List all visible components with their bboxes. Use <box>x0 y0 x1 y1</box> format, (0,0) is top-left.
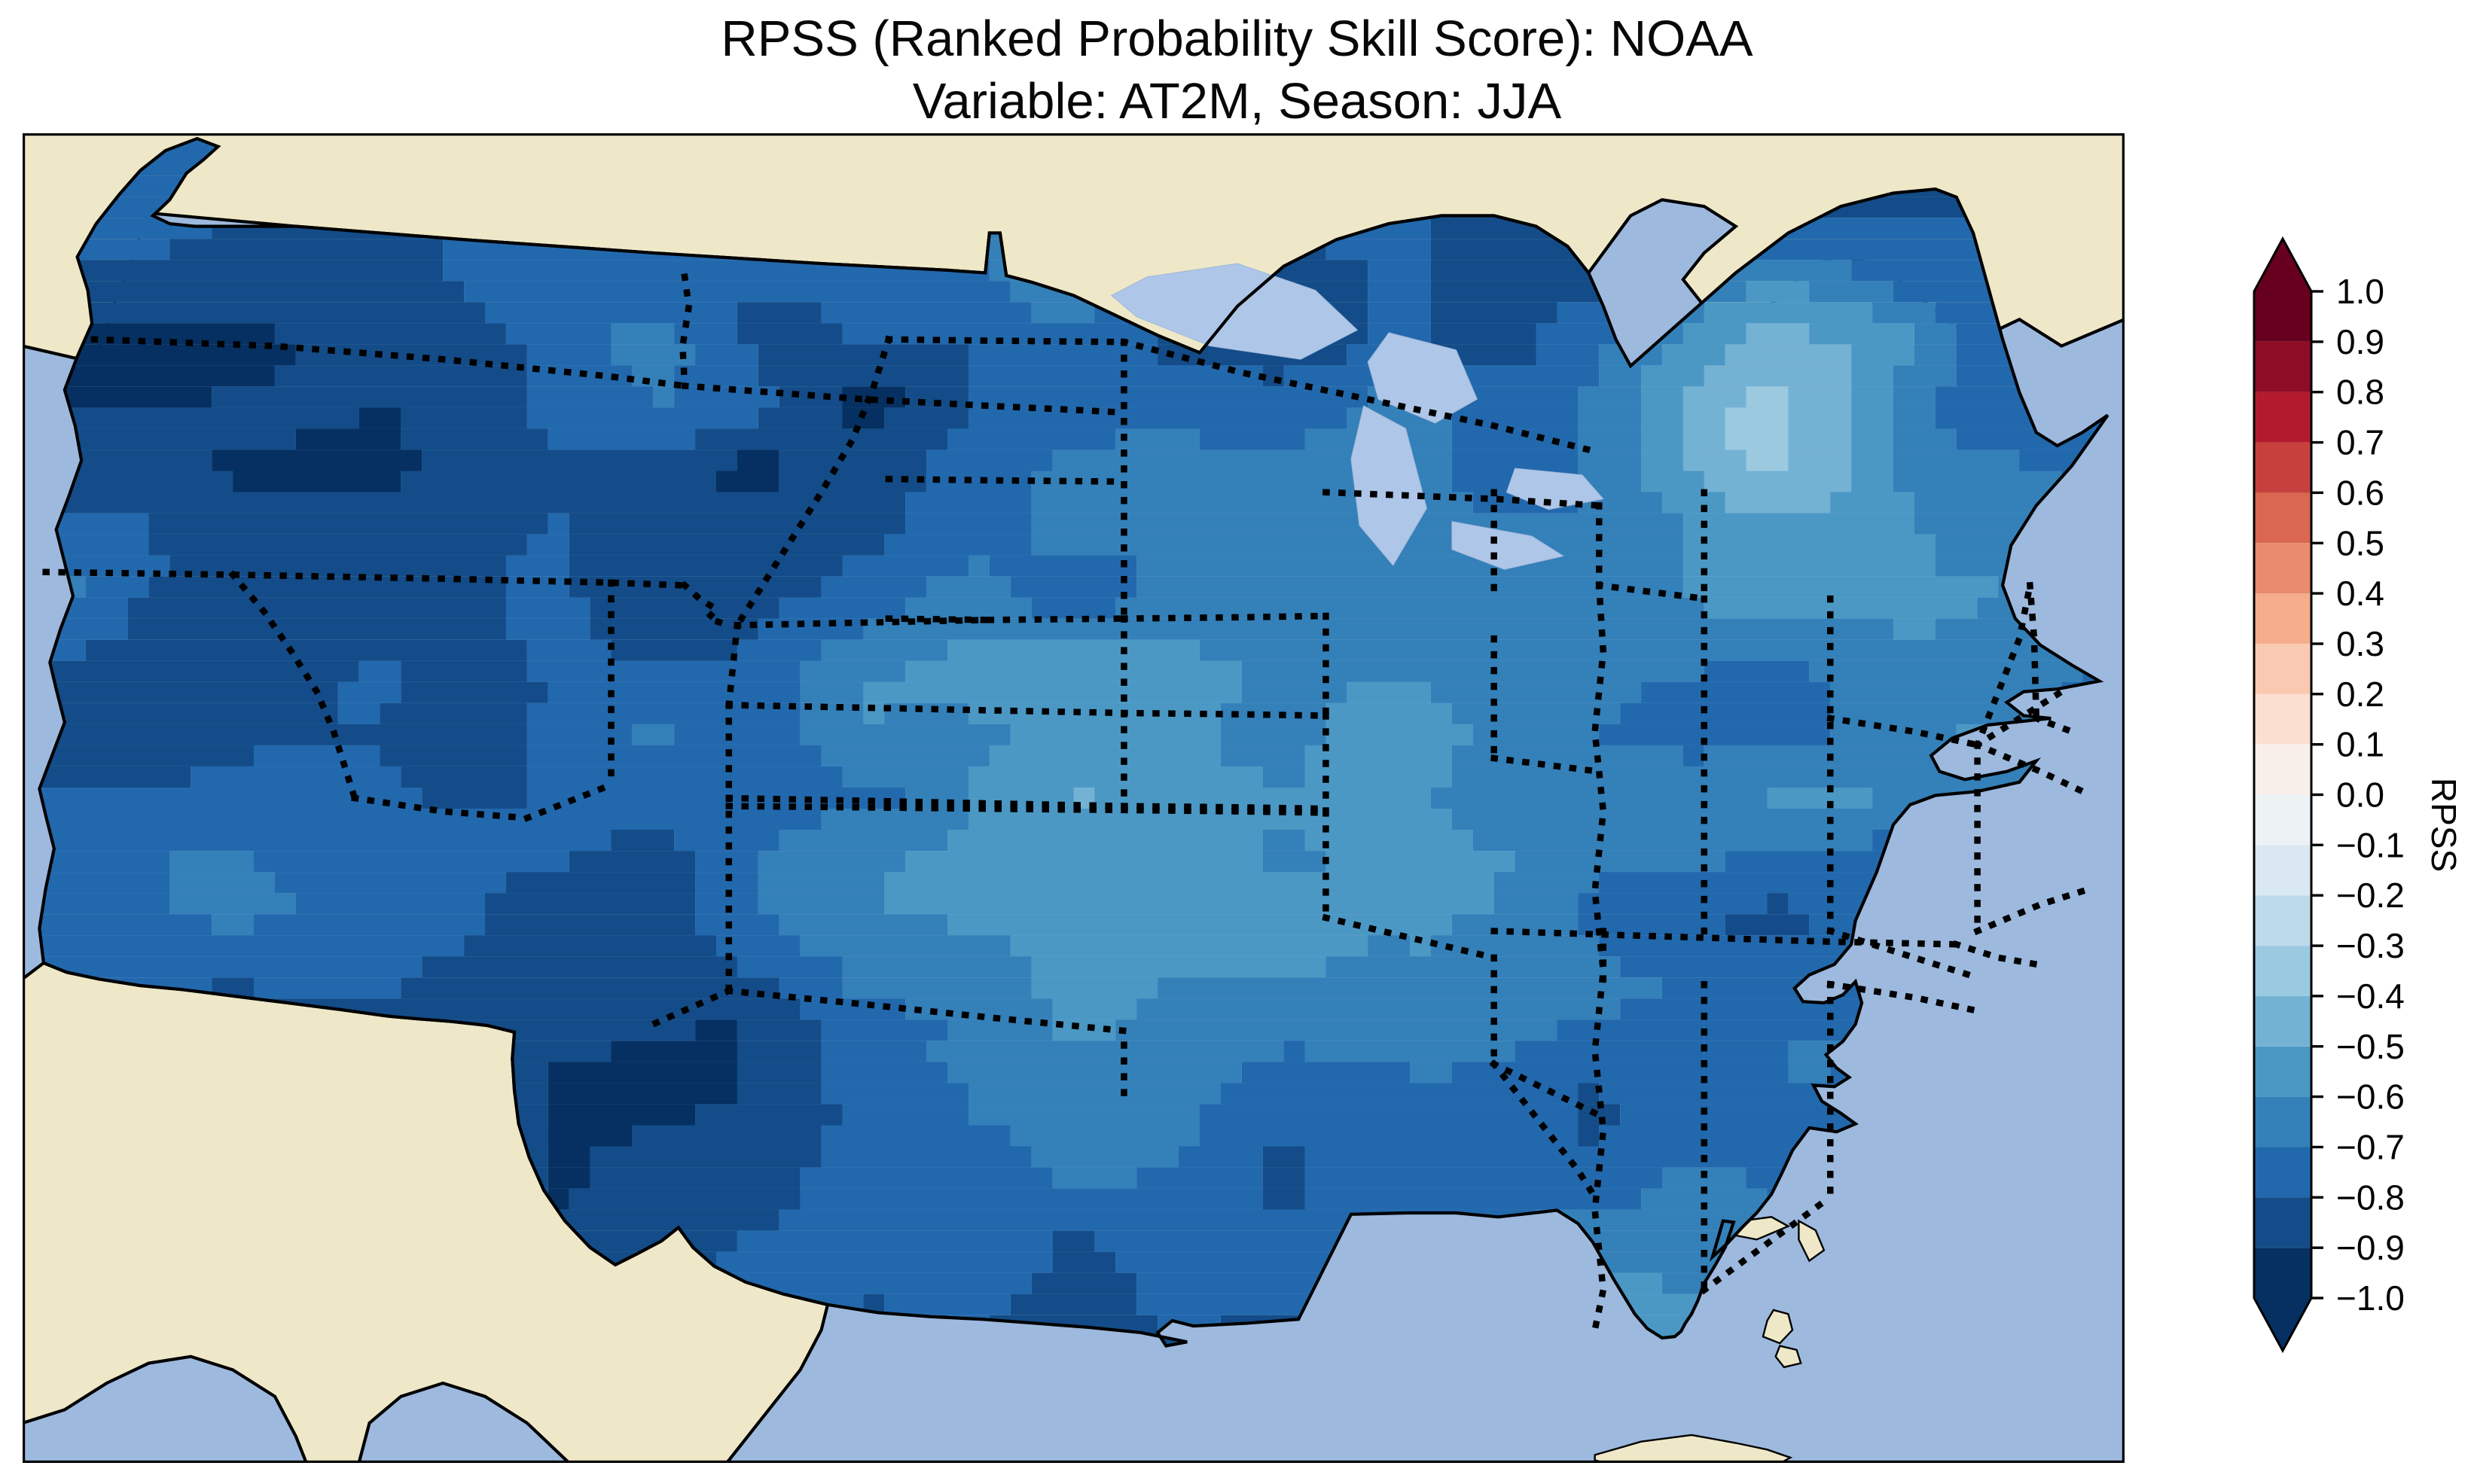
svg-text:1.0: 1.0 <box>2336 272 2384 311</box>
svg-text:−0.6: −0.6 <box>2336 1077 2405 1117</box>
svg-text:−0.2: −0.2 <box>2336 876 2405 915</box>
svg-text:0.1: 0.1 <box>2336 725 2384 764</box>
svg-text:0.6: 0.6 <box>2336 473 2384 512</box>
svg-text:0.0: 0.0 <box>2336 776 2384 815</box>
svg-text:−1.0: −1.0 <box>2336 1278 2405 1318</box>
svg-text:−0.7: −0.7 <box>2336 1128 2405 1167</box>
svg-text:−0.1: −0.1 <box>2336 825 2405 864</box>
svg-text:−0.4: −0.4 <box>2336 977 2405 1016</box>
svg-text:0.2: 0.2 <box>2336 675 2384 714</box>
svg-text:−0.3: −0.3 <box>2336 926 2405 965</box>
svg-text:−0.5: −0.5 <box>2336 1027 2405 1066</box>
svg-text:0.8: 0.8 <box>2336 373 2384 412</box>
svg-text:−0.8: −0.8 <box>2336 1178 2405 1217</box>
svg-text:0.5: 0.5 <box>2336 523 2384 562</box>
svg-text:RPSS: RPSS <box>2424 778 2463 872</box>
svg-text:0.4: 0.4 <box>2336 574 2384 613</box>
svg-text:0.7: 0.7 <box>2336 423 2384 462</box>
svg-text:0.3: 0.3 <box>2336 624 2384 663</box>
svg-text:−0.9: −0.9 <box>2336 1228 2405 1267</box>
svg-text:0.9: 0.9 <box>2336 322 2384 361</box>
